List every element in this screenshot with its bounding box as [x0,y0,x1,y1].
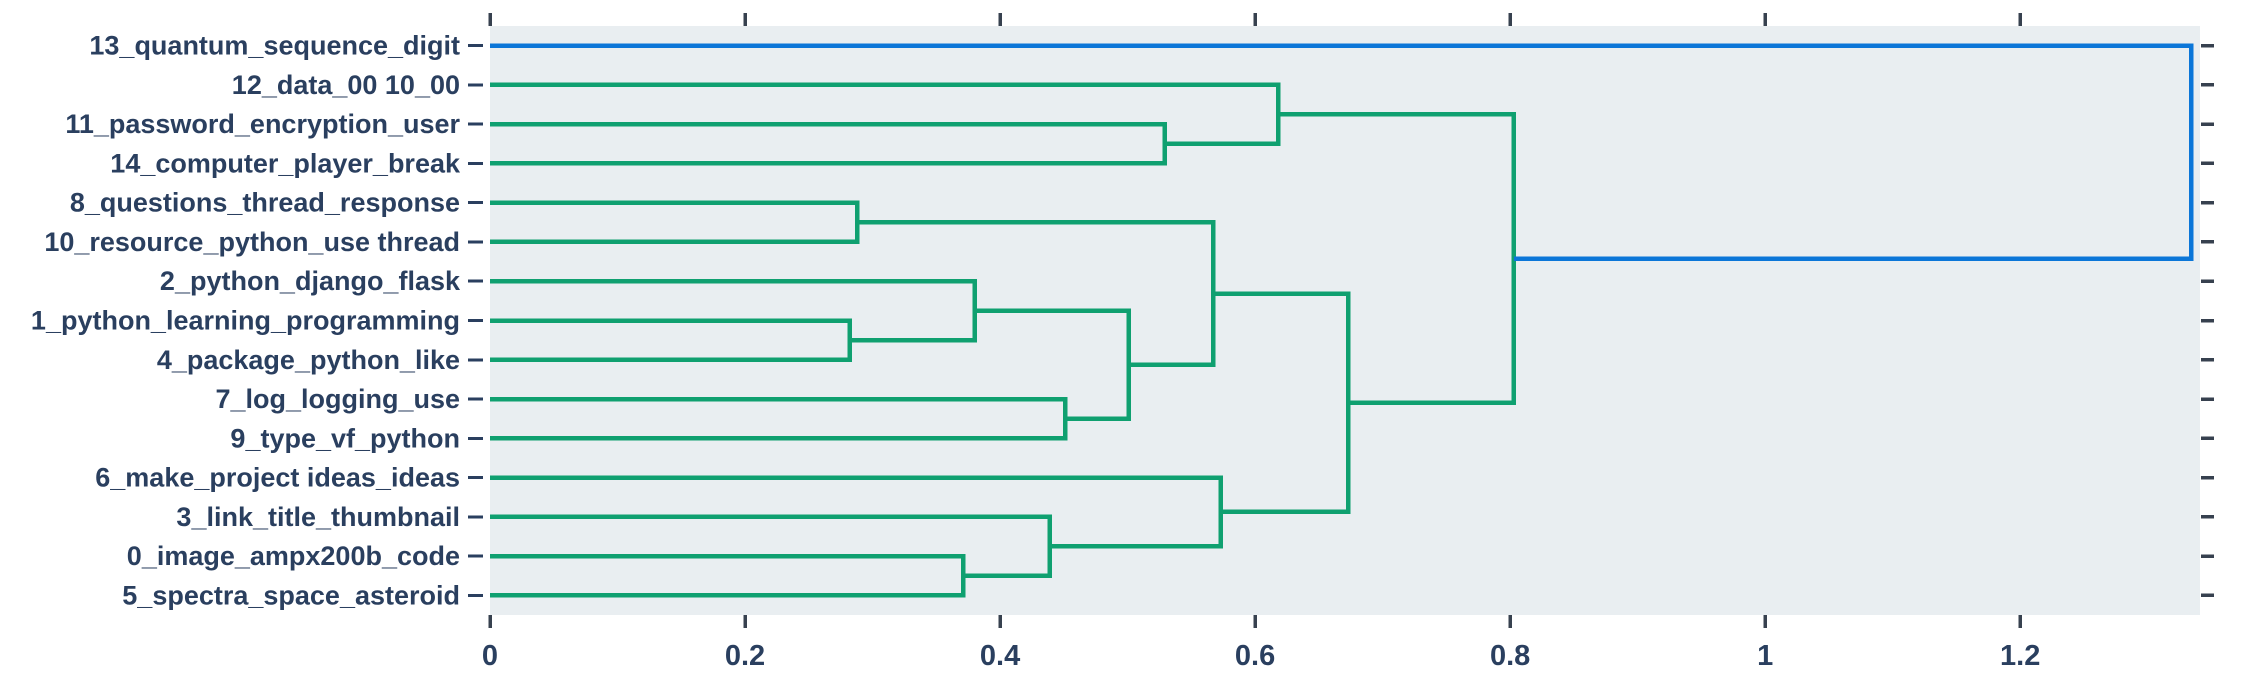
dendrogram-link-M1 [490,200,860,245]
leaf-label: 5_spectra_space_asteroid [122,580,460,610]
x-tick-label: 0.2 [725,640,765,672]
x-tick-label: 0.8 [1490,640,1530,672]
dendrogram-link-M2 [490,553,966,598]
dendrogram-link-M5 [490,396,1068,441]
dendrogram-link-M7 [490,121,1167,166]
leaf-label: 12_data_00 10_00 [232,70,460,100]
x-tick-label: 1 [1757,640,1773,672]
dendrogram-link-M8 [857,220,1216,367]
leaf-label: 3_link_title_thumbnail [176,502,460,532]
leaf-label: 11_password_encryption_user [65,109,460,139]
leaf-label: 8_questions_thread_response [70,188,460,218]
leaf-label: 14_computer_player_break [110,148,461,178]
leaf-label: 10_resource_python_use thread [44,227,460,257]
x-tick-label: 0 [482,640,498,672]
dendrogram-link-M10 [490,82,1281,147]
leaf-label: 0_image_ampx200b_code [127,541,460,571]
leaf-label: 6_make_project ideas_ideas [95,463,460,493]
leaf-label: 7_log_logging_use [215,384,460,414]
leaf-label: 1_python_learning_programming [31,306,460,336]
dendrogram-link-M0 [490,318,852,363]
x-tick-label: 0.6 [1235,640,1275,672]
leaf-label: 2_python_django_flask [160,266,461,296]
leaf-label: 9_type_vf_python [230,423,460,453]
dendrogram-link-M9 [490,475,1223,549]
dendrogram-link-M13 [490,43,2194,261]
leaf-label: 4_package_python_like [157,345,460,375]
x-tick-label: 1.2 [2000,640,2040,672]
leaf-label: 13_quantum_sequence_digit [89,31,460,61]
x-tick-label: 0.4 [980,640,1020,672]
